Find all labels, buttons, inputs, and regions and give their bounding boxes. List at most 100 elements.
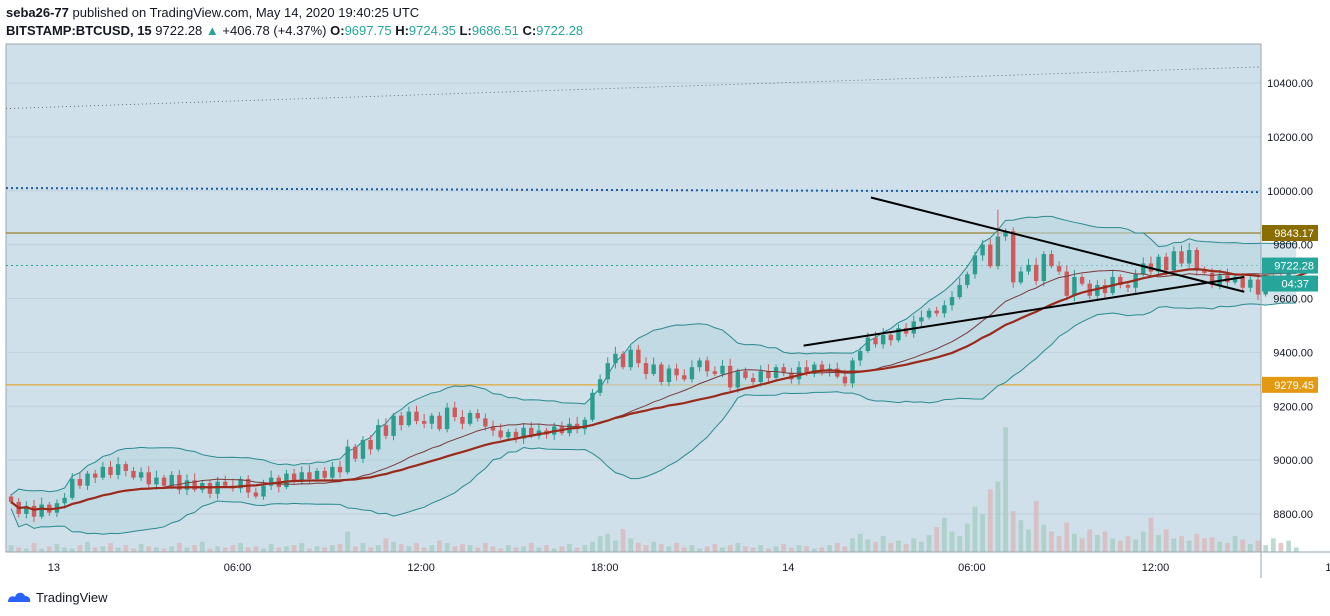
publication-header: seba26-77 published on TradingView.com, … xyxy=(6,4,419,22)
candle-body xyxy=(1026,264,1031,272)
volume-bar xyxy=(1278,542,1284,552)
candle-body xyxy=(674,368,679,376)
volume-bar xyxy=(375,545,381,552)
symbol-label[interactable]: BITSTAMP:BTCUSD, 15 xyxy=(6,23,152,38)
candle-body xyxy=(773,367,779,378)
volume-bar xyxy=(1072,533,1077,552)
volume-bar xyxy=(77,545,83,552)
candle-body xyxy=(727,365,733,388)
candle-body xyxy=(337,466,343,473)
volume-bar xyxy=(941,517,947,552)
candle-body xyxy=(444,407,450,430)
volume-bar xyxy=(360,542,366,552)
volume-bar xyxy=(528,542,534,552)
support-price-tag xyxy=(1262,376,1318,393)
candle-body xyxy=(253,492,259,497)
price-change: +406.78 (+4.37%) xyxy=(222,23,327,38)
time-tick-label: 13 xyxy=(48,562,60,574)
candle-body xyxy=(467,412,473,424)
resistance-price-tag-label: 9843.17 xyxy=(1274,228,1314,240)
candle-body xyxy=(529,427,534,436)
volume-bar xyxy=(658,544,664,552)
volume-bar xyxy=(903,544,909,552)
volume-bar xyxy=(796,545,802,552)
candle-body xyxy=(896,328,901,341)
volume-bar xyxy=(1232,536,1238,552)
candle-body xyxy=(1072,276,1077,296)
lower-band-line xyxy=(10,302,1297,535)
candle-body xyxy=(1056,266,1062,272)
time-tick-label: 14 xyxy=(782,562,794,574)
candle-body xyxy=(429,415,435,424)
volume-bar xyxy=(651,541,657,552)
price-axis[interactable]: 8800.00 9000.00 9200.00 9400.00 9600.00 9800.… xyxy=(1267,78,1313,521)
time-axis[interactable]: 1306:0012:0018:001406:0012:0018:001506:0… xyxy=(48,562,1330,574)
lower-trendline[interactable] xyxy=(803,275,1245,347)
volume-bar xyxy=(299,542,305,552)
volume-bar xyxy=(1194,533,1200,552)
candle-body xyxy=(330,466,335,478)
candle-body xyxy=(1194,250,1200,271)
volume-bar xyxy=(230,545,236,552)
volume-bar xyxy=(314,546,320,552)
volume-bar xyxy=(1064,522,1070,552)
tradingview-logo-icon xyxy=(8,592,31,602)
volume-bar xyxy=(681,547,687,552)
tradingview-footer[interactable]: TradingView xyxy=(6,589,108,605)
time-tick-label: 12:00 xyxy=(407,562,435,574)
volume-bar xyxy=(758,545,764,552)
candle-body xyxy=(483,418,488,427)
trendlines[interactable] xyxy=(803,196,1245,347)
volume-bar xyxy=(1049,531,1054,552)
candle-body xyxy=(972,255,978,275)
candle-body xyxy=(1041,254,1047,281)
volume-bar xyxy=(643,545,649,552)
volume-bar xyxy=(123,545,129,552)
volume-bar xyxy=(345,531,351,552)
candle-body xyxy=(1179,251,1184,264)
volume-bar xyxy=(337,544,343,552)
high-value: 9724.35 xyxy=(408,23,456,38)
candle-body xyxy=(353,446,358,459)
volume-bar xyxy=(1179,536,1184,552)
candle-body xyxy=(421,421,427,424)
volume-bar xyxy=(1156,534,1161,552)
candle-body xyxy=(1202,270,1207,273)
last-price: 9722.28 xyxy=(155,23,203,38)
candle-body xyxy=(858,351,863,361)
volume-bar xyxy=(857,533,863,552)
candle-body xyxy=(957,285,962,298)
candle-body xyxy=(299,472,304,481)
candle-body xyxy=(1156,256,1161,272)
author-name[interactable]: seba26-77 xyxy=(6,5,69,20)
volume-bar xyxy=(8,545,14,552)
candle-body xyxy=(689,367,695,380)
volume-bar xyxy=(773,546,779,552)
upper-trendline[interactable] xyxy=(870,196,1245,293)
candle-body xyxy=(1240,276,1245,288)
volume-bar xyxy=(54,544,60,552)
candle-body xyxy=(192,480,197,490)
candle-body xyxy=(758,371,763,383)
candle-body xyxy=(223,481,228,486)
volume-bar xyxy=(138,544,144,552)
volume-bar xyxy=(536,547,542,552)
candle-body xyxy=(268,477,274,486)
volume-bar xyxy=(1163,529,1169,552)
volume-bar xyxy=(712,544,718,552)
upper-band-line xyxy=(10,215,1297,496)
candle-body xyxy=(880,334,886,345)
candle-body xyxy=(1095,285,1100,296)
candle-body xyxy=(819,364,825,372)
volume-bar xyxy=(1010,511,1016,552)
candle-body xyxy=(460,417,465,424)
volume-bar xyxy=(1003,427,1008,552)
volume-bar xyxy=(635,542,641,552)
volume-bar xyxy=(972,506,978,552)
candle-body xyxy=(1118,276,1123,286)
candle-body xyxy=(1164,256,1169,271)
close-label: C: xyxy=(522,23,537,38)
candle-body xyxy=(605,363,610,380)
candle-body xyxy=(934,310,939,314)
